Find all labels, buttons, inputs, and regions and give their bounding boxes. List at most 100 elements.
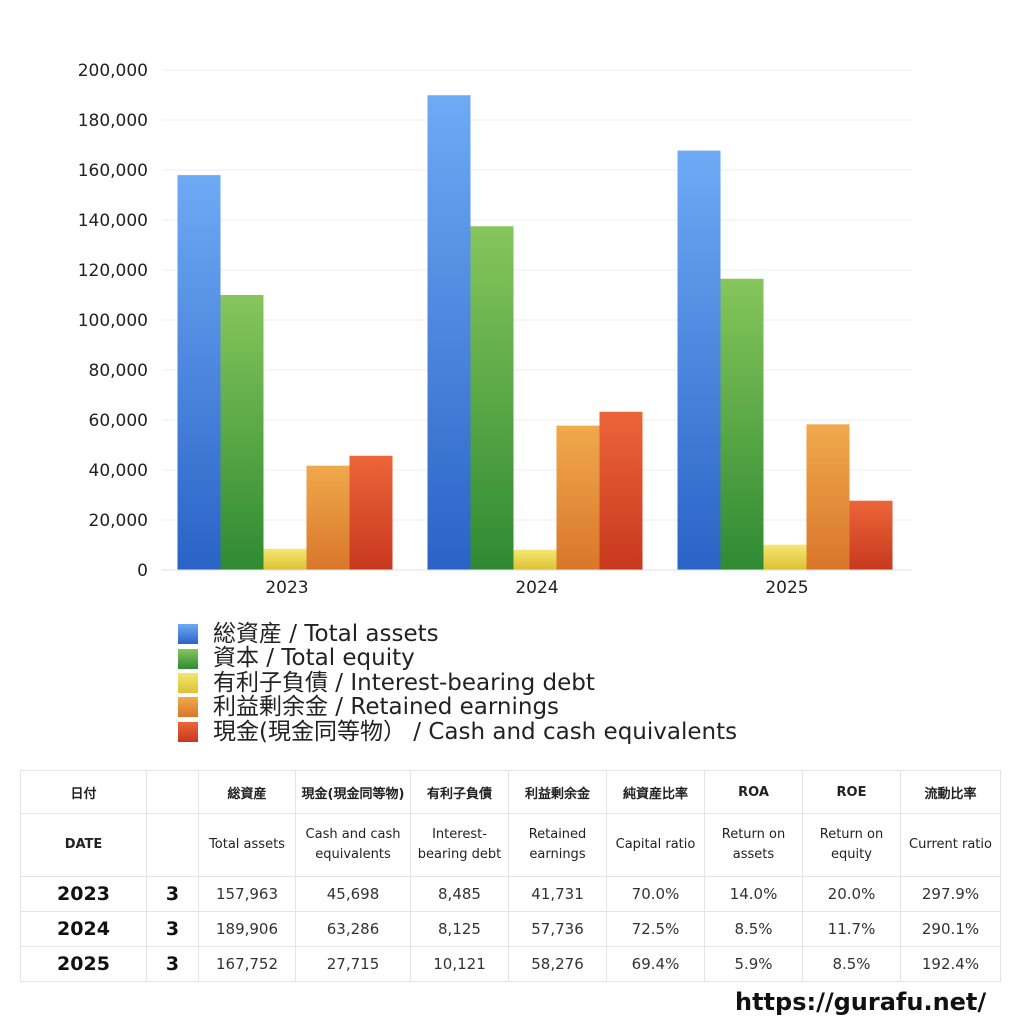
bar-2025-series-0 (677, 150, 721, 570)
x-tick-label: 2023 (265, 578, 308, 598)
bar-2024-series-3 (556, 425, 600, 570)
table-cell: Retained earnings (508, 813, 607, 877)
bar-2023-series-1 (220, 295, 264, 570)
table-cell: Return on assets (704, 813, 803, 877)
chart-legend: 総資産 / Total assets 資本 / Total equity 有利子負債… (178, 622, 737, 744)
table-cell: 41,731 (508, 876, 607, 912)
table-cell: 8.5% (704, 911, 803, 947)
table-cell: Current ratio (900, 813, 1001, 877)
bar-2025-series-3 (806, 424, 850, 570)
legend-item: 有利子負債 / Interest-bearing debt (178, 669, 737, 696)
y-tick-label: 140,000 (78, 211, 148, 231)
table-cell: 8.5% (802, 946, 901, 982)
table-cell: 63,286 (295, 911, 411, 947)
y-tick-label: 80,000 (89, 361, 148, 381)
table-cell: 3 (146, 911, 199, 947)
y-tick-label: 120,000 (78, 261, 148, 281)
y-tick-label: 100,000 (78, 311, 148, 331)
table-cell: 日付 (20, 770, 147, 814)
table-cell: 167,752 (198, 946, 296, 982)
y-tick-label: 160,000 (78, 161, 148, 181)
y-tick-label: 60,000 (89, 411, 148, 431)
legend-item: 利益剰余金 / Retained earnings (178, 694, 737, 721)
legend-label: 現金(現金同等物） / Cash and cash equivalents (213, 718, 738, 745)
legend-swatch (178, 721, 198, 742)
table-cell: ROE (802, 770, 901, 814)
table-row: 2023 3 157,963 45,698 8,485 41,731 70.0% 14.0% 2… (20, 876, 1001, 912)
table-cell: Return on equity (802, 813, 901, 877)
table-cell: Capital ratio (606, 813, 705, 877)
bar-2023-series-0 (177, 175, 221, 570)
table-row: 2024 3 189,906 63,286 8,125 57,736 72.5% 8.5% 11… (20, 911, 1001, 947)
y-tick-label: 200,000 (78, 61, 148, 81)
table-cell: 3 (146, 876, 199, 912)
legend-swatch (178, 624, 198, 645)
source-url[interactable]: https://gurafu.net/ (735, 988, 987, 1016)
table-cell: 8,485 (410, 876, 509, 912)
y-tick-label: 0 (137, 561, 148, 581)
bar-2023-series-2 (263, 548, 307, 570)
table-cell: 297.9% (900, 876, 1001, 912)
table-header-en: DATE Total assets Cash and cash equivalent… (20, 813, 1001, 877)
table-cell: Interest-bearing debt (410, 813, 509, 877)
legend-label: 資本 / Total equity (213, 645, 415, 672)
table-row: 2025 3 167,752 27,715 10,121 58,276 69.4% 5.9% 8… (20, 946, 1001, 982)
bar-2024-series-4 (599, 411, 643, 570)
legend-label: 総資産 / Total assets (213, 621, 439, 647)
table-cell: 2023 (20, 876, 147, 912)
table-cell: 3 (146, 946, 199, 982)
bar-2024-series-2 (513, 549, 557, 570)
bar-2025-series-2 (763, 544, 807, 570)
table-cell: 20.0% (802, 876, 901, 912)
y-tick-label: 40,000 (89, 461, 148, 481)
table-cell: 5.9% (704, 946, 803, 982)
table-cell: 290.1% (900, 911, 1001, 947)
bar-2024-series-1 (470, 226, 514, 570)
table-cell: 45,698 (295, 876, 411, 912)
legend-label: 利益剰余金 / Retained earnings (213, 694, 560, 721)
table-cell: 総資産 (198, 770, 296, 814)
bar-2025-series-1 (720, 278, 764, 570)
table-cell: 流動比率 (900, 770, 1001, 814)
table-cell (146, 813, 199, 877)
y-tick-label: 20,000 (89, 511, 148, 531)
table-cell: 189,906 (198, 911, 296, 947)
legend-swatch (178, 672, 198, 693)
table-cell: 2025 (20, 946, 147, 982)
legend-item: 総資産 / Total assets (178, 622, 737, 646)
legend-item: 現金(現金同等物） / Cash and cash equivalents (178, 718, 738, 745)
bar-2023-series-4 (349, 455, 393, 570)
bar-chart: 0 20,000 40,000 60,000 80,000 100,000 120,000 1… (78, 61, 912, 598)
table-cell: 有利子負債 (410, 770, 509, 814)
table-cell: 2024 (20, 911, 147, 947)
bar-2024-series-0 (427, 95, 471, 571)
table-cell: 27,715 (295, 946, 411, 982)
x-tick-label: 2025 (765, 578, 808, 598)
table-cell: 192.4% (900, 946, 1001, 982)
legend-swatch (178, 697, 198, 718)
y-tick-label: 180,000 (78, 111, 148, 131)
bar-2023-series-3 (306, 465, 350, 570)
table-cell: 69.4% (606, 946, 705, 982)
table-cell: 11.7% (802, 911, 901, 947)
table-cell: 10,121 (410, 946, 509, 982)
x-tick-label: 2024 (515, 578, 558, 598)
table-cell: 72.5% (606, 911, 705, 947)
table-cell: 58,276 (508, 946, 607, 982)
legend-item: 資本 / Total equity (178, 645, 737, 672)
table-cell: Cash and cash equivalents (295, 813, 411, 877)
table-cell: 利益剰余金 (508, 770, 607, 814)
bar-2025-series-4 (849, 500, 893, 570)
table-cell: 純資産比率 (606, 770, 705, 814)
table-cell: DATE (20, 813, 147, 877)
table-header-jp: 日付 総資産 現金(現金同等物) 有利子負債 利益剰余金 純資産比率 ROA ROE 流動比率 (20, 770, 1001, 814)
legend-swatch (178, 648, 198, 669)
legend-label: 有利子負債 / Interest-bearing debt (213, 669, 595, 696)
table-cell: 157,963 (198, 876, 296, 912)
table-cell: 57,736 (508, 911, 607, 947)
financial-metrics-table: 日付 総資産 現金(現金同等物) 有利子負債 利益剰余金 純資産比率 ROA ROE 流動比率 D… (20, 770, 1001, 982)
table-cell: 14.0% (704, 876, 803, 912)
table-cell: 8,125 (410, 911, 509, 947)
table-cell: ROA (704, 770, 803, 814)
table-cell: 現金(現金同等物) (295, 770, 411, 814)
